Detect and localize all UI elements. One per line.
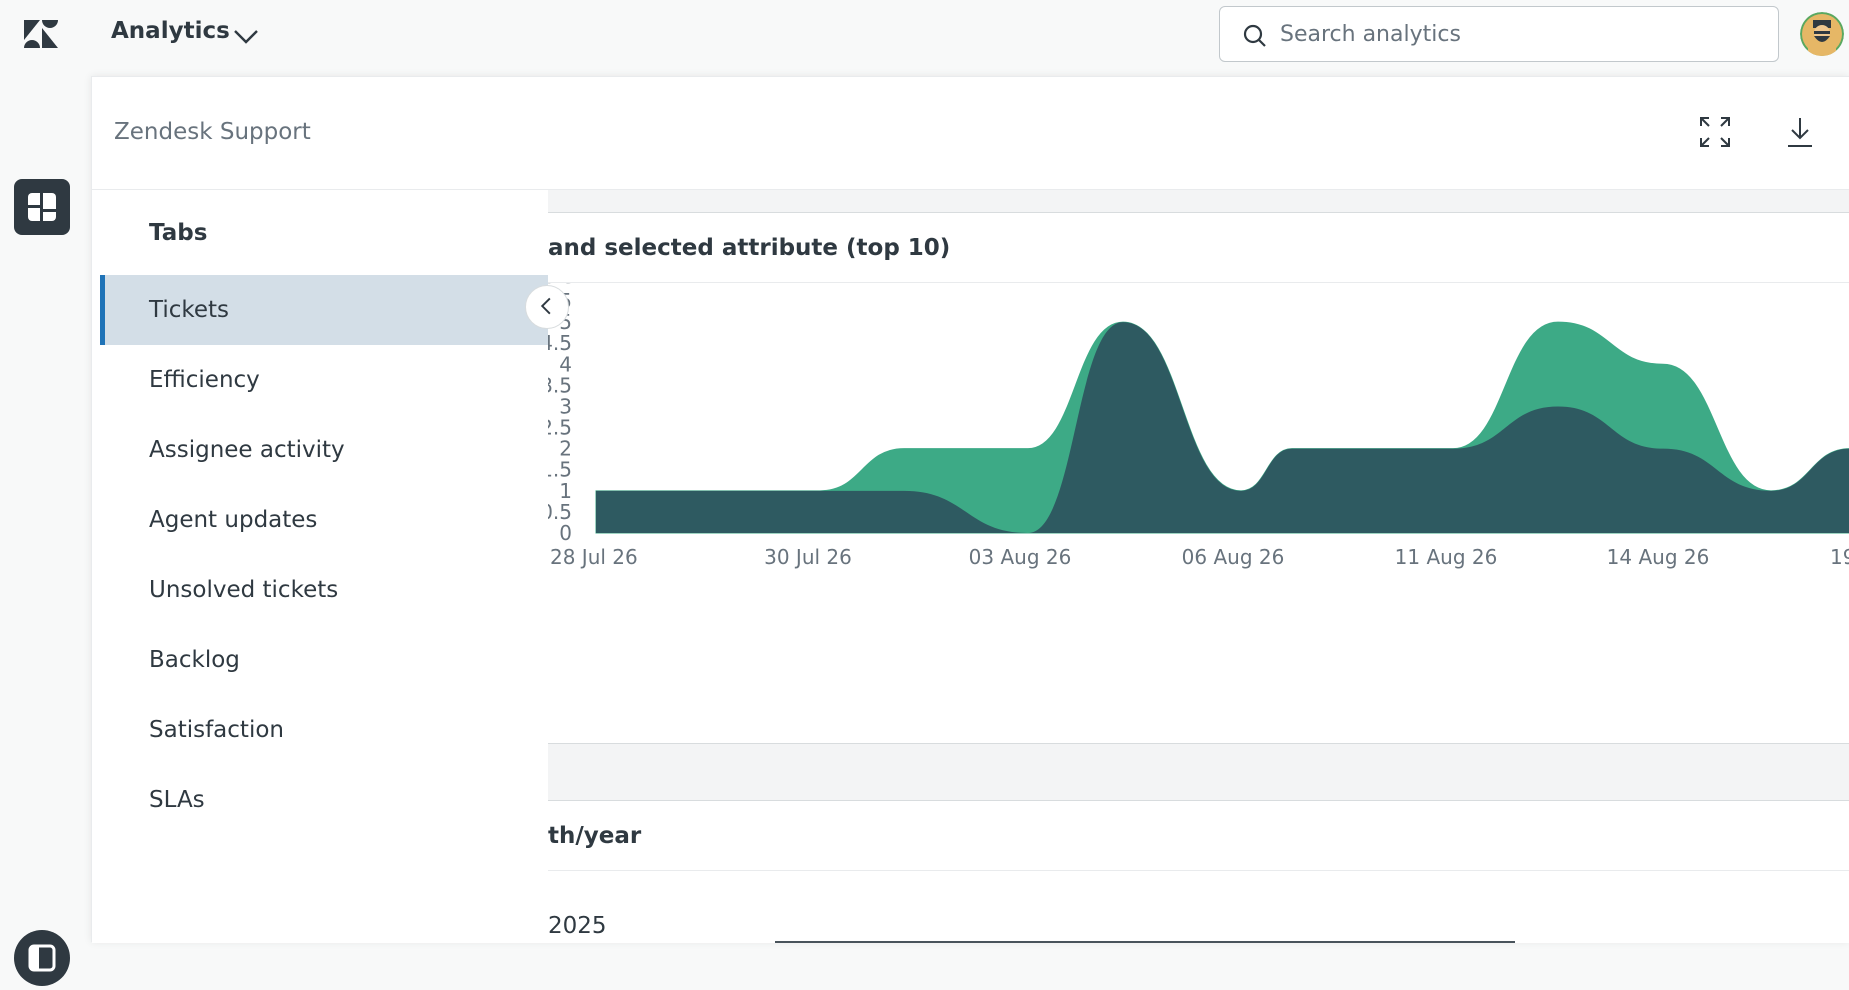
zendesk-logo-icon[interactable] bbox=[22, 18, 62, 50]
y-tick-label: 0 bbox=[559, 521, 572, 545]
chart-card-header: and selected attribute (top 10) bbox=[548, 213, 1849, 283]
tabs-list: Tabs Tickets Efficiency Assignee activit… bbox=[92, 190, 548, 943]
x-tick-label: 11 Aug 26 bbox=[1395, 545, 1498, 569]
chevron-down-icon[interactable] bbox=[232, 22, 260, 50]
tab-efficiency[interactable]: Efficiency bbox=[149, 367, 260, 393]
panel-header: Zendesk Support bbox=[92, 77, 1849, 190]
y-axis-label: ets bbox=[548, 283, 574, 288]
left-rail bbox=[0, 68, 90, 986]
y-tick-label: 4.5 bbox=[548, 331, 572, 355]
y-tick-label: 2 bbox=[559, 437, 572, 461]
y-tick-label: 2.5 bbox=[548, 416, 572, 440]
second-card-title: th/year bbox=[548, 823, 642, 849]
y-tick-label: 0.5 bbox=[548, 500, 572, 524]
top-bar: Analytics bbox=[0, 0, 1849, 68]
dashboard-icon bbox=[28, 193, 56, 221]
x-tick-label: 30 Jul 26 bbox=[764, 545, 852, 569]
collapse-tabs-button[interactable] bbox=[525, 285, 569, 329]
sidebar-toggle-icon bbox=[28, 944, 56, 972]
tab-slas[interactable]: SLAs bbox=[149, 787, 205, 813]
dashboards-button[interactable] bbox=[14, 179, 70, 235]
app-title[interactable]: Analytics bbox=[111, 18, 230, 44]
y-tick-label: 4 bbox=[559, 352, 572, 376]
report-panel: Zendesk Support Tabs Tickets Efficiency … bbox=[91, 76, 1849, 943]
y-tick-label: 1.5 bbox=[548, 458, 572, 482]
x-tick-label: 28 Jul 26 bbox=[550, 545, 638, 569]
tab-satisfaction[interactable]: Satisfaction bbox=[149, 717, 284, 743]
tabs-heading: Tabs bbox=[149, 220, 208, 246]
x-tick-label: 03 Aug 26 bbox=[969, 545, 1072, 569]
user-avatar[interactable] bbox=[1800, 12, 1844, 56]
tab-backlog[interactable]: Backlog bbox=[149, 647, 240, 673]
y-tick-label: 1 bbox=[559, 479, 572, 503]
second-card: th/year 2025 bbox=[548, 800, 1849, 943]
panel-title: Zendesk Support bbox=[114, 119, 311, 145]
toggle-sidebar-button[interactable] bbox=[14, 930, 70, 986]
series-area-1 bbox=[596, 322, 1849, 533]
year-label: 2025 bbox=[548, 913, 607, 939]
y-tick-label: 3 bbox=[559, 394, 572, 418]
chevron-left-icon bbox=[540, 297, 551, 315]
year-bar bbox=[775, 941, 1515, 943]
x-tick-label: 14 Aug 26 bbox=[1607, 545, 1710, 569]
tab-tickets[interactable]: Tickets bbox=[100, 275, 548, 345]
tab-assignee-activity[interactable]: Assignee activity bbox=[149, 437, 345, 463]
tab-unsolved-tickets[interactable]: Unsolved tickets bbox=[149, 577, 339, 603]
x-tick-label: 19 bbox=[1830, 545, 1849, 569]
tab-agent-updates[interactable]: Agent updates bbox=[149, 507, 318, 533]
report-content: and selected attribute (top 10) ets5.554… bbox=[548, 190, 1849, 943]
search-input[interactable] bbox=[1280, 7, 1760, 61]
x-tick-label: 06 Aug 26 bbox=[1182, 545, 1285, 569]
expand-icon[interactable] bbox=[1697, 114, 1733, 150]
second-card-header: th/year bbox=[548, 801, 1849, 871]
search-box[interactable] bbox=[1219, 6, 1779, 62]
download-icon[interactable] bbox=[1782, 114, 1818, 150]
search-icon bbox=[1243, 24, 1266, 47]
chart-card-title: and selected attribute (top 10) bbox=[548, 235, 951, 261]
y-tick-label: 3.5 bbox=[548, 373, 572, 397]
chart-card: and selected attribute (top 10) ets5.554… bbox=[548, 212, 1849, 744]
